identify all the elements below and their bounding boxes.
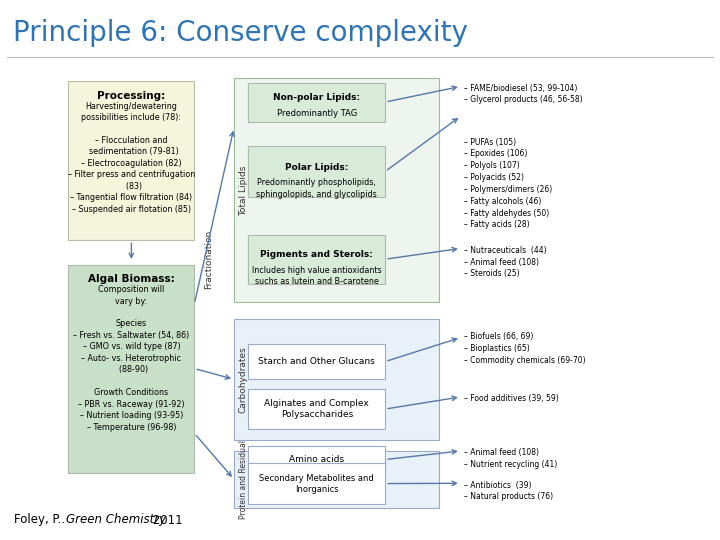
Text: Composition will
vary by:

Species
– Fresh vs. Saltwater (54, 86)
– GMO vs. wild: Composition will vary by: Species – Fres… [73, 285, 189, 431]
Text: Green Chemistry: Green Chemistry [66, 514, 166, 526]
Text: 2011: 2011 [149, 514, 183, 526]
Text: Pigments and Sterols:: Pigments and Sterols: [261, 251, 373, 259]
Text: – Food additives (39, 59): – Food additives (39, 59) [464, 394, 559, 403]
Text: Harvesting/dewatering
possibilities include (78):

– Flocculation and
  sediment: Harvesting/dewatering possibilities incl… [68, 102, 195, 213]
Text: Foley, P..: Foley, P.. [14, 514, 69, 526]
FancyBboxPatch shape [248, 146, 385, 197]
Text: Non-polar Lipids:: Non-polar Lipids: [273, 93, 361, 102]
Text: – Biofuels (66, 69)
– Bioplastics (65)
– Commodity chemicals (69-70): – Biofuels (66, 69) – Bioplastics (65) –… [464, 332, 586, 365]
Text: Protein and Residual: Protein and Residual [239, 440, 248, 519]
Text: Algal Biomass:: Algal Biomass: [88, 274, 175, 285]
FancyBboxPatch shape [248, 463, 385, 504]
FancyBboxPatch shape [68, 265, 194, 472]
FancyBboxPatch shape [234, 78, 439, 302]
FancyBboxPatch shape [68, 81, 194, 240]
Text: Fractionation: Fractionation [204, 230, 213, 289]
Text: Total Lipids: Total Lipids [239, 165, 248, 215]
Text: – PUFAs (105)
– Epoxides (106)
– Polyols (107)
– Polyacids (52)
– Polymers/dimer: – PUFAs (105) – Epoxides (106) – Polyols… [464, 138, 553, 230]
Text: Secondary Metabolites and
Inorganics: Secondary Metabolites and Inorganics [259, 474, 374, 494]
Text: – Antibiotics  (39)
– Natural products (76): – Antibiotics (39) – Natural products (7… [464, 481, 554, 502]
Text: Polar Lipids:: Polar Lipids: [285, 163, 348, 172]
Text: – FAME/biodiesel (53, 99-104)
– Glycerol products (46, 56-58): – FAME/biodiesel (53, 99-104) – Glycerol… [464, 84, 583, 105]
Text: Processing:: Processing: [97, 91, 166, 101]
FancyBboxPatch shape [248, 83, 385, 122]
Text: – Nutraceuticals  (44)
– Animal feed (108)
– Steroids (25): – Nutraceuticals (44) – Animal feed (108… [464, 246, 547, 278]
Text: Predominantly phospholipids,
sphingolopids, and glycolipids: Predominantly phospholipids, sphingolopi… [256, 178, 377, 199]
Text: Carbohydrates: Carbohydrates [239, 346, 248, 413]
Text: – Animal feed (108)
– Nutrient recycling (41): – Animal feed (108) – Nutrient recycling… [464, 448, 558, 469]
Text: Includes high value antioxidants
suchs as lutein and B-carotene: Includes high value antioxidants suchs a… [252, 266, 382, 286]
Text: Principle 6: Conserve complexity: Principle 6: Conserve complexity [13, 19, 468, 47]
FancyBboxPatch shape [248, 446, 385, 474]
FancyBboxPatch shape [248, 389, 385, 429]
FancyBboxPatch shape [234, 319, 439, 440]
Text: Alginates and Complex
Polysaccharides: Alginates and Complex Polysaccharides [264, 399, 369, 419]
Text: Predominantly TAG: Predominantly TAG [276, 109, 357, 118]
FancyBboxPatch shape [248, 344, 385, 379]
FancyBboxPatch shape [234, 451, 439, 508]
Text: Amino acids: Amino acids [289, 455, 344, 464]
Text: Starch and Other Glucans: Starch and Other Glucans [258, 357, 375, 366]
FancyBboxPatch shape [248, 235, 385, 284]
